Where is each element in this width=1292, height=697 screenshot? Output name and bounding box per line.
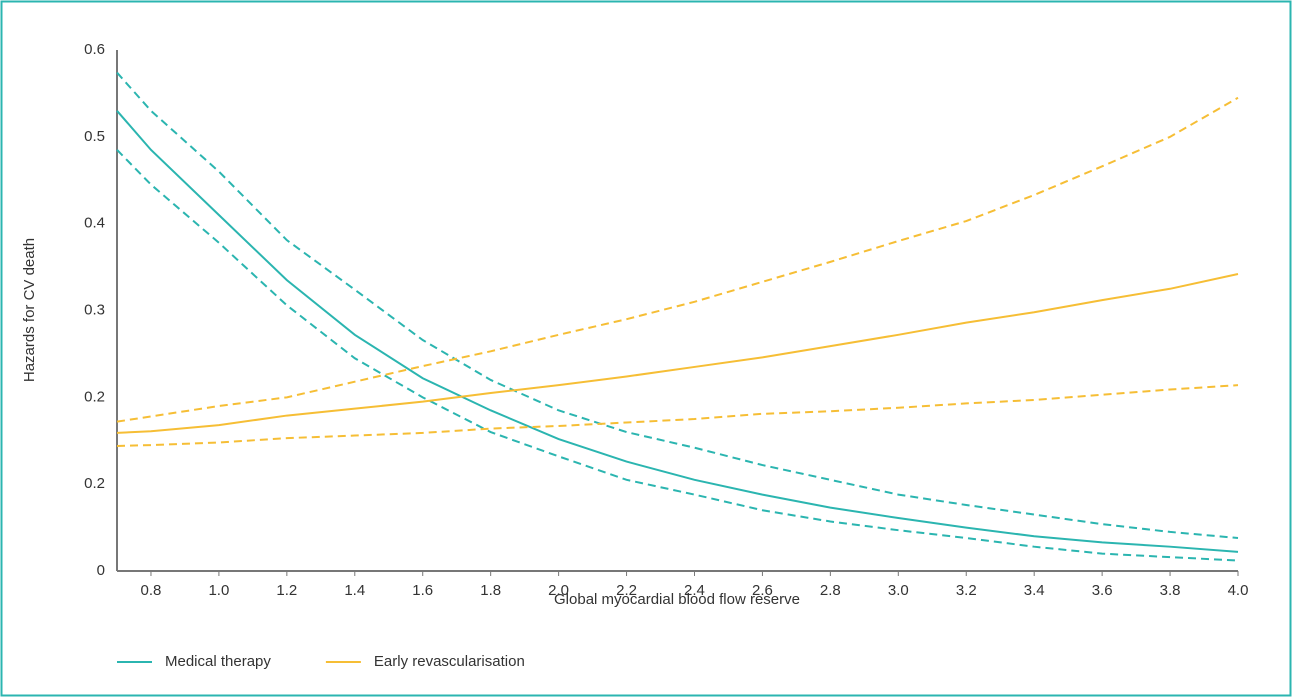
x-tick-label: 2.6 <box>752 582 773 599</box>
series-line <box>116 110 1239 553</box>
y-tick-label: 0.4 <box>84 215 105 232</box>
x-tick-label: 4.0 <box>1228 582 1249 599</box>
legend-label: Medical therapy <box>165 653 271 670</box>
x-tick-label: 1.4 <box>344 582 365 599</box>
x-tick-label: 2.2 <box>616 582 637 599</box>
y-tick-label: 0 <box>97 562 105 579</box>
confidence-line <box>116 71 1239 539</box>
y-tick-label: 0.6 <box>84 41 105 58</box>
x-tick-label: 0.8 <box>141 582 162 599</box>
x-tick-label: 1.8 <box>480 582 501 599</box>
confidence-line <box>116 96 1239 423</box>
confidence-line <box>116 384 1239 447</box>
x-tick-label: 2.8 <box>820 582 841 599</box>
y-axis-label: Hazards for CV death <box>21 238 38 382</box>
x-tick-label: 3.8 <box>1160 582 1181 599</box>
series-line <box>116 273 1239 434</box>
y-tick-label: 0.3 <box>84 301 105 318</box>
x-tick-label: 3.0 <box>888 582 909 599</box>
y-tick-label: 0.2 <box>84 388 105 405</box>
x-tick-label: 1.6 <box>412 582 433 599</box>
x-axis-label: Global myocardial blood flow reserve <box>554 591 800 608</box>
x-tick-label: 3.2 <box>956 582 977 599</box>
x-tick-label: 3.4 <box>1024 582 1045 599</box>
x-tick-label: 2.4 <box>684 582 705 599</box>
legend-label: Early revascularisation <box>374 653 525 670</box>
x-tick-label: 1.0 <box>208 582 229 599</box>
y-tick-label: 0.5 <box>84 128 105 145</box>
y-tick-label: 0.2 <box>84 475 105 492</box>
x-tick-label: 3.6 <box>1092 582 1113 599</box>
x-tick-label: 2.0 <box>548 582 569 599</box>
x-tick-label: 1.2 <box>276 582 297 599</box>
confidence-line <box>116 149 1239 562</box>
